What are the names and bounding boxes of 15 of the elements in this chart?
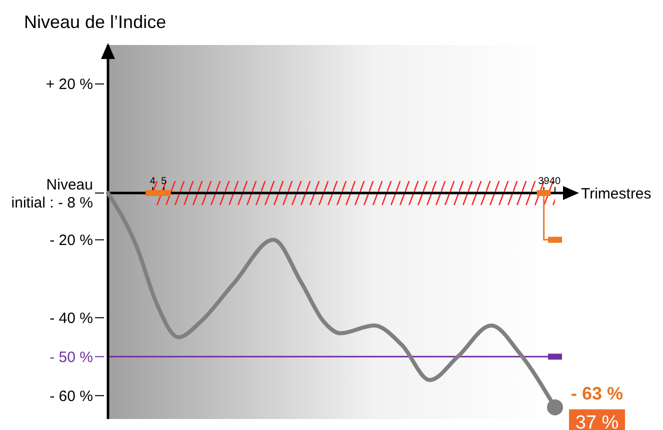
x-tick-label: 40 (549, 176, 561, 188)
y-axis-title: Niveau de l’Indice (24, 12, 166, 32)
annotation: - 63 % (571, 383, 624, 404)
x-tick-label: 39 (538, 176, 550, 188)
ref-line-label: - 50 % (50, 348, 93, 366)
y-tick-label: - 20 % (50, 232, 93, 250)
x-tick-label: 4 (150, 176, 156, 188)
annotation: 37 % (575, 412, 619, 430)
point (547, 399, 563, 416)
y-tick-label: - 60 % (50, 388, 93, 405)
x-axis-title: Trimestres (581, 185, 652, 202)
y-tick-label: + 20 % (46, 76, 93, 94)
y-tick-label: Niveau initial : - 8 % (11, 176, 93, 212)
x-tick-label: 5 (161, 176, 168, 188)
y-tick-label: - 40 % (50, 310, 93, 327)
